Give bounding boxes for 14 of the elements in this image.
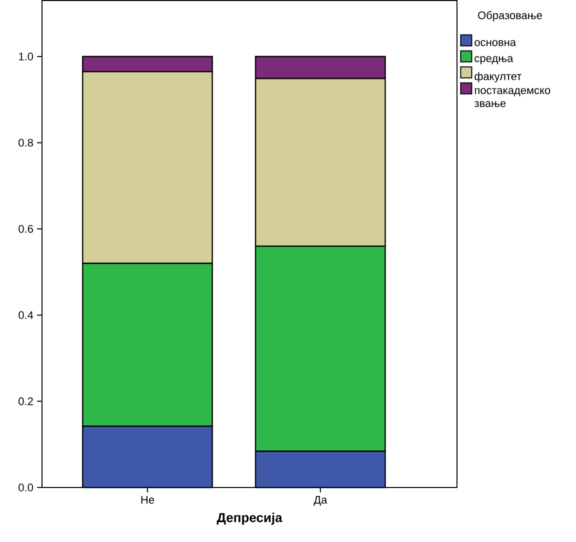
legend-label: основна	[474, 40, 516, 46]
x-tick-label: Да	[314, 496, 328, 506]
x-axis-title: Депресија	[216, 512, 282, 525]
legend-label: постакадемско звање	[474, 88, 550, 107]
legend-label: средња	[474, 56, 514, 64]
y-tick-label: 1.0	[19, 52, 34, 60]
y-tick-label: 0.2	[18, 397, 33, 405]
y-tick-label: 0.6	[18, 224, 33, 233]
legend-label: факултет	[474, 72, 522, 82]
y-tick-label: 0.4	[18, 310, 34, 319]
x-tick-label: Не	[141, 496, 154, 504]
y-tick-label: 0.8	[18, 138, 33, 146]
y-tick-label: 0.0	[18, 483, 34, 492]
legend-title: Образовање	[478, 10, 542, 22]
